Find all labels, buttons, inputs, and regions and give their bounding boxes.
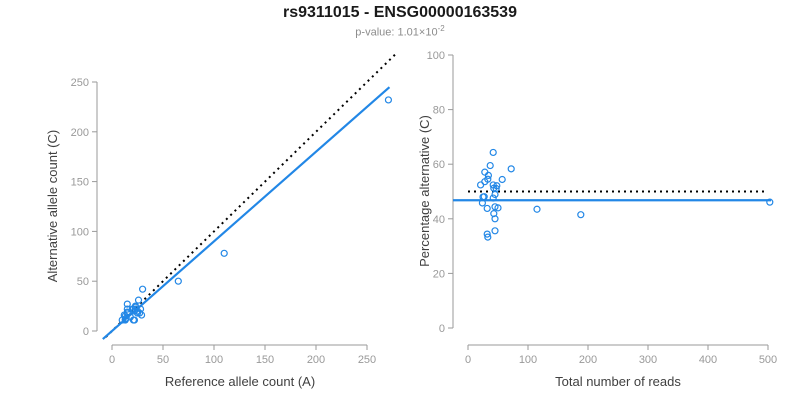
y-tick-label: 20 bbox=[433, 268, 445, 280]
data-point bbox=[480, 193, 488, 201]
x-tick-label: 100 bbox=[519, 354, 537, 366]
right-y-axis-title: Percentage alternative (C) bbox=[417, 115, 432, 267]
y-tick-label: 250 bbox=[71, 77, 89, 89]
x-tick-label: 200 bbox=[307, 354, 325, 366]
y-tick-label: 200 bbox=[71, 127, 89, 139]
data-point bbox=[137, 311, 146, 319]
data-point bbox=[134, 296, 143, 304]
x-tick-label: 150 bbox=[256, 354, 274, 366]
data-point bbox=[121, 316, 129, 324]
y-tick-label: 100 bbox=[427, 50, 445, 62]
data-point bbox=[220, 249, 228, 257]
left-scatter-plot: 0 50 100 150 200 250 0 50 100 150 200 250 bbox=[71, 53, 397, 366]
x-tick-label: 300 bbox=[639, 354, 657, 366]
data-point bbox=[174, 277, 182, 285]
figure-title: rs9311015 - ENSG00000163539 bbox=[283, 4, 517, 21]
y-tick-label: 40 bbox=[433, 214, 445, 226]
y-tick-label: 60 bbox=[433, 159, 445, 171]
identity-line bbox=[105, 53, 397, 338]
data-point bbox=[507, 165, 515, 173]
y-tick-label: 0 bbox=[83, 326, 89, 338]
y-tick-label: 150 bbox=[71, 177, 89, 189]
data-point bbox=[498, 175, 506, 184]
data-point bbox=[130, 316, 139, 324]
data-point bbox=[481, 178, 489, 186]
y-tick-label: 100 bbox=[71, 226, 89, 238]
data-point bbox=[491, 190, 499, 199]
x-tick-label: 400 bbox=[699, 354, 717, 366]
data-point bbox=[489, 194, 497, 202]
y-tick-label: 0 bbox=[439, 323, 445, 335]
y-tick-label: 80 bbox=[433, 105, 445, 117]
data-point bbox=[384, 96, 393, 104]
x-tick-label: 0 bbox=[109, 354, 115, 366]
fit-line bbox=[102, 86, 391, 340]
data-point bbox=[135, 309, 144, 317]
right-x-axis-title: Total number of reads bbox=[555, 374, 681, 389]
x-tick-label: 250 bbox=[358, 354, 376, 366]
data-point bbox=[139, 285, 147, 293]
data-point bbox=[133, 309, 142, 317]
data-point bbox=[490, 210, 498, 218]
data-point bbox=[483, 204, 491, 213]
data-point bbox=[486, 161, 494, 170]
data-point bbox=[481, 168, 489, 176]
data-point bbox=[123, 300, 131, 308]
data-point bbox=[766, 198, 774, 206]
left-y-axis-title: Alternative allele count (C) bbox=[45, 130, 60, 282]
data-point bbox=[491, 215, 499, 223]
y-tick-label: 50 bbox=[77, 276, 89, 288]
x-tick-label: 0 bbox=[465, 354, 471, 366]
data-point bbox=[483, 230, 491, 238]
data-point bbox=[577, 211, 585, 219]
data-point bbox=[489, 148, 497, 157]
pvalue-text: p-value: 1.01×10 bbox=[355, 26, 438, 39]
pvalue-subtitle: p-value: 1.01×10-2 bbox=[0, 24, 800, 39]
data-point bbox=[478, 199, 486, 207]
right-scatter-plot: 0 20 40 60 80 100 0 100 200 300 400 500 bbox=[427, 50, 778, 366]
data-point bbox=[484, 233, 492, 241]
data-point bbox=[491, 227, 499, 235]
data-point bbox=[494, 204, 502, 212]
data-point bbox=[533, 205, 541, 213]
data-point bbox=[484, 171, 492, 179]
left-x-axis-title: Reference allele count (A) bbox=[165, 374, 315, 389]
x-tick-label: 50 bbox=[157, 354, 169, 366]
x-tick-label: 500 bbox=[759, 354, 777, 366]
x-tick-label: 100 bbox=[205, 354, 223, 366]
pvalue-exponent: -2 bbox=[437, 24, 445, 33]
x-tick-label: 200 bbox=[579, 354, 597, 366]
